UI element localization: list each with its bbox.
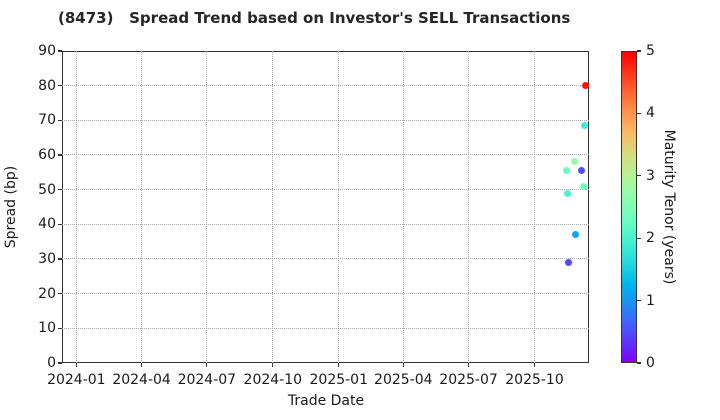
colorbar xyxy=(621,51,637,363)
gridline-horizontal xyxy=(62,189,589,191)
colorbar-tick-mark xyxy=(637,50,641,52)
colorbar-label: Maturity Tenor (years) xyxy=(661,129,677,285)
y-tick-mark xyxy=(58,50,62,52)
y-tick-mark xyxy=(58,189,62,191)
y-tick-label: 40 xyxy=(38,216,56,233)
x-tick-mark xyxy=(533,363,536,367)
colorbar-tick-mark xyxy=(637,175,641,177)
gridline-horizontal xyxy=(62,85,589,87)
data-point xyxy=(581,122,589,130)
x-tick-mark xyxy=(75,363,77,367)
data-point xyxy=(581,82,589,90)
y-tick-mark xyxy=(58,85,62,87)
x-tick-label: 2024-01 xyxy=(47,372,106,388)
y-tick-label: 70 xyxy=(38,112,56,129)
gridline-horizontal xyxy=(62,119,589,121)
gridline-vertical xyxy=(402,51,404,363)
colorbar-tick-mark xyxy=(637,362,641,364)
y-tick-label: 0 xyxy=(47,355,56,371)
x-tick-label: 2024-07 xyxy=(177,372,237,388)
colorbar-tick-label: 3 xyxy=(646,167,655,184)
x-tick-label: 2025-01 xyxy=(309,372,369,388)
y-tick-mark xyxy=(58,223,62,225)
gridline-horizontal xyxy=(62,327,589,329)
chart-title: (8473) Spread Trend based on Investor's … xyxy=(58,9,571,27)
data-point xyxy=(577,167,585,175)
gridline-vertical xyxy=(140,51,142,363)
gridline-horizontal xyxy=(62,258,589,260)
x-tick-label: 2025-04 xyxy=(374,372,433,388)
x-tick-mark xyxy=(402,363,404,367)
gridline-horizontal xyxy=(62,154,589,156)
y-tick-label: 20 xyxy=(38,285,56,302)
data-point xyxy=(571,158,579,166)
colorbar-tick-label: 5 xyxy=(646,43,655,59)
x-axis-label: Trade Date xyxy=(287,393,365,409)
colorbar-tick-mark xyxy=(637,300,641,302)
gridline-horizontal xyxy=(62,223,589,225)
x-tick-label: 2024-04 xyxy=(112,372,171,388)
gridline-vertical xyxy=(338,51,340,363)
y-tick-label: 80 xyxy=(38,77,56,94)
data-point xyxy=(563,189,571,197)
plot-area xyxy=(62,51,589,363)
x-tick-mark xyxy=(338,363,340,367)
data-point xyxy=(571,231,579,239)
gridline-vertical xyxy=(206,51,208,363)
x-tick-label: 2025-07 xyxy=(439,372,498,388)
x-tick-label: 2024-10 xyxy=(243,372,303,388)
colorbar-tick-label: 1 xyxy=(646,292,655,309)
y-tick-label: 10 xyxy=(38,320,56,337)
x-tick-mark xyxy=(467,363,470,367)
data-point xyxy=(564,258,572,266)
x-tick-mark xyxy=(140,363,143,367)
x-tick-mark xyxy=(206,363,208,367)
y-tick-label: 50 xyxy=(38,181,56,198)
y-tick-mark xyxy=(58,154,62,156)
y-tick-label: 90 xyxy=(38,43,56,59)
gridline-horizontal xyxy=(62,293,589,295)
y-tick-mark xyxy=(58,258,62,260)
x-tick-mark xyxy=(272,363,274,367)
gridline-vertical xyxy=(272,51,274,363)
y-tick-mark xyxy=(58,119,62,121)
y-axis-label: Spread (bp) xyxy=(3,165,19,249)
gridline-vertical xyxy=(467,51,469,363)
colorbar-tick-label: 0 xyxy=(646,355,655,371)
y-tick-label: 60 xyxy=(38,147,56,163)
data-point xyxy=(562,167,570,175)
colorbar-tick-label: 2 xyxy=(646,230,655,247)
gridline-vertical xyxy=(533,51,535,363)
data-point xyxy=(580,182,588,190)
y-tick-mark xyxy=(58,362,62,364)
colorbar-tick-mark xyxy=(637,112,641,114)
colorbar-tick-mark xyxy=(637,237,641,239)
x-tick-label: 2025-10 xyxy=(505,372,564,388)
colorbar-tick-label: 4 xyxy=(646,105,655,122)
y-tick-label: 30 xyxy=(38,251,56,267)
gridline-vertical xyxy=(75,51,77,363)
y-tick-mark xyxy=(58,327,62,329)
y-tick-mark xyxy=(58,293,62,295)
